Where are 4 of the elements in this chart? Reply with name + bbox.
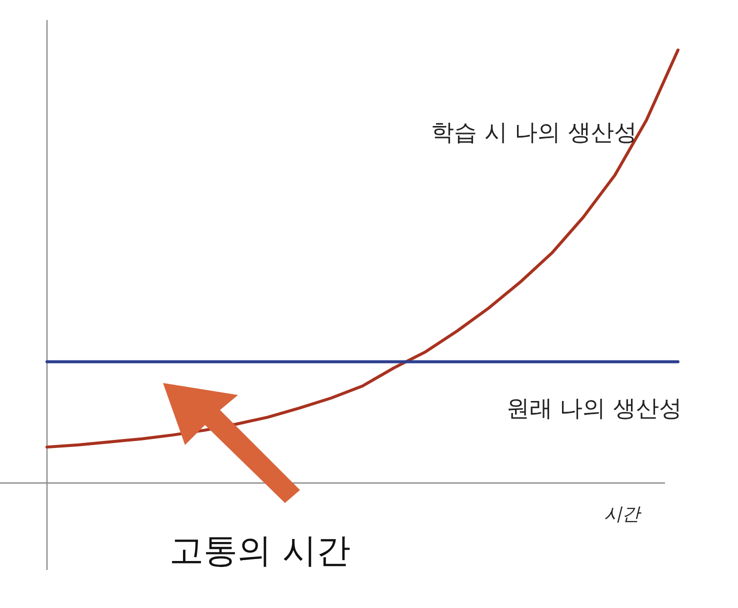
series-label: 원래 나의 생산성 xyxy=(506,396,682,422)
text: 고통의 시간 xyxy=(170,531,350,571)
x-axis-title: 시간 xyxy=(604,504,642,525)
series-label: 학습 시 나의 생산성 xyxy=(431,120,637,146)
